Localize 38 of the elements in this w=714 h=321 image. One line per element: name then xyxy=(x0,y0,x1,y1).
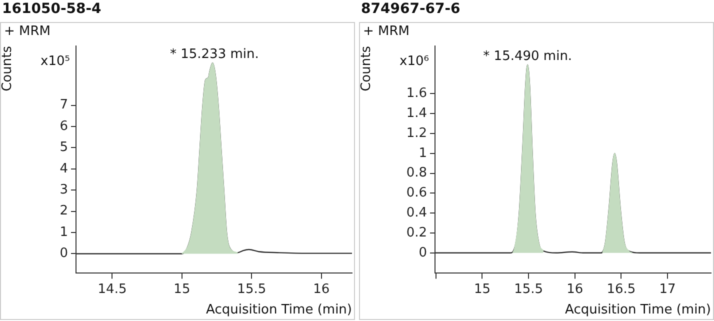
x-tick-label: 15.5 xyxy=(237,282,266,297)
y-tick-label: 0 xyxy=(418,245,427,260)
y-tick-label: 1 xyxy=(418,146,427,161)
x-axis-title: Acquisition Time (min) xyxy=(565,302,711,318)
x-tick-label: 16.5 xyxy=(606,282,636,297)
y-tick-label: 1 xyxy=(60,224,68,240)
x-tick-label: 16 xyxy=(313,282,330,297)
y-axis-title: Counts xyxy=(0,46,16,92)
x-axis-title: Acquisition Time (min) xyxy=(206,302,352,318)
y-tick-label: 0.8 xyxy=(406,166,427,181)
y-tick-label: 0.2 xyxy=(406,225,427,240)
chart-subtitle: + MRM xyxy=(363,24,410,39)
y-tick-label: 6 xyxy=(60,118,68,134)
x-tick-label: 15 xyxy=(174,282,190,297)
y-tick-label: 0.6 xyxy=(406,186,427,201)
y-tick-label: 1.6 xyxy=(406,86,427,102)
x-tick-label: 15.5 xyxy=(514,282,544,297)
y-axis-title: Counts xyxy=(359,46,374,92)
y-tick-label: 2 xyxy=(60,204,68,219)
x-tick-label: 16 xyxy=(566,282,584,297)
y-tick-label: 7 xyxy=(60,98,68,113)
x-tick-label: 17 xyxy=(659,282,676,297)
text: x10⁶ xyxy=(400,54,429,69)
chart-subtitle: + MRM xyxy=(4,24,50,39)
text: x10⁵ xyxy=(40,54,70,69)
y-tick-label: 0 xyxy=(60,246,68,262)
chart-title: 161050-58-4 xyxy=(2,1,102,17)
annotation: * 15.490 min. xyxy=(483,48,572,64)
chart-title: 874967-67-6 xyxy=(361,1,460,17)
y-tick-label: 5 xyxy=(60,140,68,156)
y-tick-label: 1.2 xyxy=(406,126,427,141)
y-tick-label: 1.4 xyxy=(406,106,427,122)
x-tick-label: 15 xyxy=(474,282,491,297)
y-tick-label: 0.4 xyxy=(406,205,427,220)
x-tick-label: 14.5 xyxy=(98,282,127,297)
annotation: * 15.233 min. xyxy=(170,46,259,62)
y-tick-label: 3 xyxy=(60,182,68,198)
y-tick-label: 4 xyxy=(60,161,68,176)
